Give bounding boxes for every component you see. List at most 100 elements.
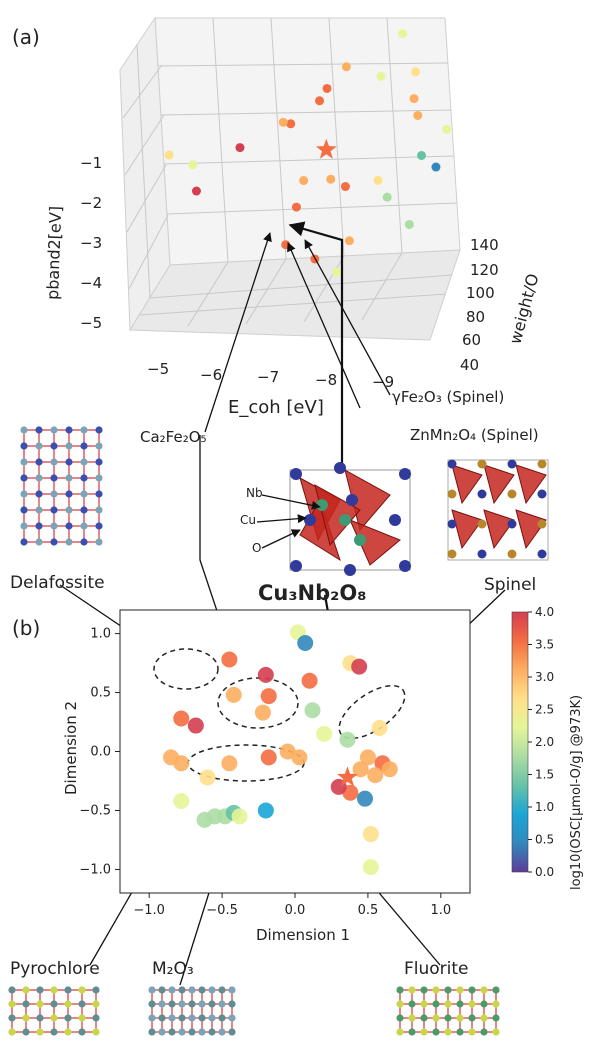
2d-x-axis-label: Dimension 1 xyxy=(256,926,350,944)
label-ca2fe2o5: Ca₂Fe₂O₅ xyxy=(140,428,207,446)
x-tick-label: −1.0 xyxy=(133,903,165,918)
pyrochlore-structure-image xyxy=(8,986,100,1036)
colorbar-tick-label: 1.5 xyxy=(535,768,554,782)
x-tick-label: −0.5 xyxy=(206,903,238,918)
y-tick-label: 1.0 xyxy=(90,627,111,642)
arrow-znmn xyxy=(287,242,361,409)
x-tick-label: 0.0 xyxy=(285,903,306,918)
label-znmn2o4: ZnMn₂O₄ (Spinel) xyxy=(410,426,539,444)
data-point-2d xyxy=(381,761,398,778)
panel-b-label: (b) xyxy=(12,616,40,640)
colorbar xyxy=(511,611,529,873)
data-point-3d xyxy=(431,162,441,172)
x-tick-label: 0.5 xyxy=(358,903,379,918)
x-tick-label: 1.0 xyxy=(430,903,451,918)
data-point-3d xyxy=(341,62,351,72)
label-cu3nb2o8: Cu₃Nb₂O₈ xyxy=(258,581,366,605)
data-point-3d xyxy=(382,192,392,202)
data-point-2d xyxy=(339,731,356,748)
z-tick-label: −4 xyxy=(80,274,102,292)
data-point-2d xyxy=(367,767,384,784)
data-point-2d xyxy=(316,725,333,742)
spinel-structure-image xyxy=(447,459,549,561)
data-point-2d xyxy=(351,658,368,675)
data-point-3d xyxy=(164,150,174,160)
colorbar-tick-label: 0.5 xyxy=(535,833,554,847)
atom-label-nb: Nb xyxy=(246,486,263,500)
label-pyrochlore: Pyrochlore xyxy=(10,959,100,979)
colorbar-tick-label: 3.5 xyxy=(535,638,554,652)
x-tick-label: −5 xyxy=(147,360,169,378)
z-tick-label: −1 xyxy=(80,154,102,172)
data-point-2d xyxy=(257,802,274,819)
data-point-2d xyxy=(257,666,274,683)
colorbar-tick-label: 2.5 xyxy=(535,703,554,717)
y-tick-label: −1.0 xyxy=(79,862,111,877)
colorbar-tick-label: 2.0 xyxy=(535,735,554,749)
x-tick-label: −8 xyxy=(315,371,337,389)
colorbar-tick-label: 3.0 xyxy=(535,670,554,684)
data-point-2d xyxy=(221,755,238,772)
data-point-2d xyxy=(304,702,321,719)
data-point-3d xyxy=(417,150,427,160)
atom-label-cu: Cu xyxy=(240,513,256,527)
colorbar-label: log10(OSC[μmol-O/g] @973K) xyxy=(569,695,584,890)
z-tick-label: −2 xyxy=(80,194,102,212)
data-point-3d xyxy=(291,202,301,212)
colorbar-tick-label: 4.0 xyxy=(535,605,554,619)
label-m2o3: M₂O₃ xyxy=(152,959,194,979)
x-tick-label: −7 xyxy=(257,368,279,386)
label-delafossite: Delafossite xyxy=(10,573,105,593)
atom-label-o: O xyxy=(252,541,261,555)
m2o3-structure-image xyxy=(148,986,236,1036)
star-marker-3d xyxy=(315,138,337,159)
data-point-3d xyxy=(413,110,423,120)
data-point-2d xyxy=(357,790,373,807)
cluster-delafossite xyxy=(153,648,219,690)
data-point-3d xyxy=(409,94,419,104)
data-point-2d xyxy=(352,761,369,778)
z-tick-label: −5 xyxy=(80,314,102,332)
3d-z-axis-label: pband2[eV] xyxy=(43,206,65,300)
3d-axis-ticks: −1 −2 −3 −4 −5 −5 −6 −7 −8 −9 140 120 10… xyxy=(80,154,499,391)
data-point-2d xyxy=(221,651,238,668)
label-fluorite: Fluorite xyxy=(404,959,469,979)
data-point-2d xyxy=(225,686,242,703)
data-point-3d xyxy=(398,29,408,39)
arrow-ca2fe2o5 xyxy=(204,232,272,433)
panel-a-label: (a) xyxy=(12,25,40,49)
data-point-3d xyxy=(235,143,245,153)
3d-plot-frame xyxy=(119,16,461,341)
y-tick-label: 40 xyxy=(460,356,479,374)
data-point-2d xyxy=(260,688,277,705)
data-point-3d xyxy=(322,83,332,93)
3d-scatter-points xyxy=(164,29,452,277)
y-tick-label: 0.5 xyxy=(90,686,111,701)
2d-scatter-points xyxy=(163,624,398,876)
data-point-2d xyxy=(359,749,376,766)
data-point-2d xyxy=(371,719,388,736)
z-tick-label: −3 xyxy=(80,234,102,252)
y-tick-label: −0.5 xyxy=(79,803,111,818)
data-point-3d xyxy=(340,182,350,192)
data-point-2d xyxy=(173,793,190,810)
data-point-2d xyxy=(231,808,248,825)
data-point-2d xyxy=(254,704,271,721)
data-point-2d xyxy=(297,635,314,652)
arrow-gamma xyxy=(304,239,391,396)
colorbar-tick-label: 0.0 xyxy=(535,865,554,879)
y-tick-label: 60 xyxy=(462,331,481,349)
y-tick-label: 0.0 xyxy=(90,745,111,760)
y-tick-label: 100 xyxy=(466,284,495,302)
y-tick-label: 120 xyxy=(470,261,499,279)
label-gamma-fe2o3: γFe₂O₃ (Spinel) xyxy=(392,388,504,406)
2d-axis-ticks: −1.0 −0.5 0.0 0.5 1.0 −1.0 −0.5 0.0 0.5 1.0 xyxy=(79,627,451,918)
y-tick-label: 80 xyxy=(466,308,485,326)
data-point-2d xyxy=(173,755,190,772)
data-point-3d xyxy=(442,124,452,134)
2d-y-axis-label: Dimension 2 xyxy=(62,701,80,795)
data-point-3d xyxy=(332,267,342,277)
cu3nb2o8-structure-image xyxy=(256,462,411,576)
data-point-3d xyxy=(326,174,336,184)
